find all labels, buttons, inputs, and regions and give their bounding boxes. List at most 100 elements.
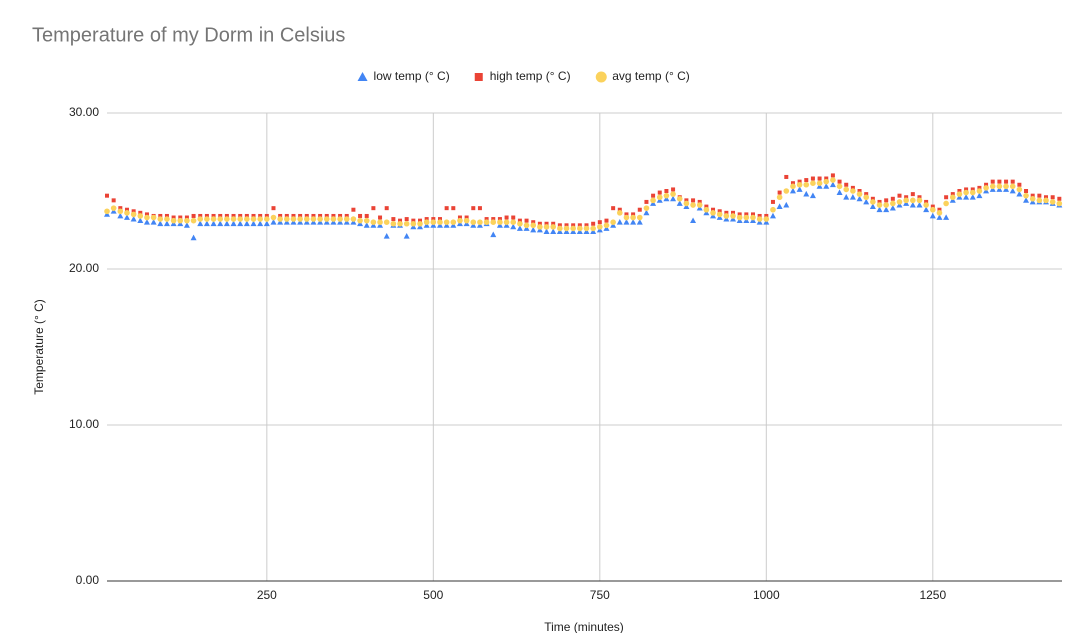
point <box>637 207 642 212</box>
point <box>631 212 636 217</box>
point <box>503 219 510 225</box>
point <box>198 213 203 218</box>
point <box>383 233 390 239</box>
point <box>483 219 490 225</box>
point <box>790 183 796 190</box>
point <box>877 199 882 204</box>
point <box>290 216 297 222</box>
point <box>138 210 143 215</box>
point <box>916 201 923 208</box>
point <box>676 200 683 206</box>
point <box>443 219 450 225</box>
point <box>937 207 942 212</box>
point <box>989 183 996 190</box>
point <box>423 219 430 225</box>
point <box>237 216 243 222</box>
point <box>110 205 117 211</box>
point <box>111 198 116 203</box>
point <box>983 185 989 191</box>
point <box>170 217 177 224</box>
point <box>829 181 836 188</box>
point <box>750 214 756 221</box>
point <box>358 213 363 218</box>
point <box>437 217 442 222</box>
point <box>230 216 237 222</box>
point <box>890 200 896 207</box>
point <box>876 206 883 213</box>
point <box>1016 186 1023 193</box>
point <box>543 224 550 230</box>
point <box>836 189 843 195</box>
point <box>510 223 517 230</box>
point <box>237 220 244 227</box>
point <box>150 219 157 225</box>
point <box>763 216 770 222</box>
point <box>976 188 983 194</box>
point <box>690 202 696 208</box>
point <box>157 220 164 227</box>
point <box>830 173 835 178</box>
point <box>904 195 909 200</box>
point <box>530 226 537 233</box>
point <box>430 219 437 225</box>
point <box>551 221 556 226</box>
point <box>517 220 523 227</box>
point <box>530 222 537 229</box>
point <box>923 206 930 213</box>
point <box>843 194 850 200</box>
point <box>969 194 976 200</box>
point <box>616 210 623 216</box>
point <box>636 219 643 225</box>
point <box>816 180 823 186</box>
point <box>163 220 170 227</box>
point <box>990 179 995 184</box>
point <box>737 212 742 217</box>
point <box>424 217 429 222</box>
point <box>930 204 935 209</box>
point <box>769 212 776 219</box>
point <box>104 208 110 215</box>
x-tick-label: 250 <box>257 588 277 602</box>
point <box>524 218 529 223</box>
legend-label: low temp (° C) <box>374 69 450 83</box>
point <box>411 218 416 223</box>
point <box>1009 187 1016 194</box>
point <box>264 213 269 218</box>
point <box>776 203 783 209</box>
point <box>144 212 149 217</box>
point <box>597 224 603 230</box>
point <box>210 216 217 222</box>
point <box>310 216 317 222</box>
point <box>223 220 230 227</box>
point <box>896 199 903 205</box>
point <box>257 216 263 222</box>
point <box>1037 193 1042 198</box>
point <box>118 206 123 211</box>
y-tick-label: 30.00 <box>69 105 99 119</box>
point <box>824 176 829 181</box>
point <box>997 179 1002 184</box>
point <box>809 192 816 199</box>
point <box>243 220 250 227</box>
point <box>164 213 169 218</box>
point <box>217 216 224 222</box>
point <box>297 216 303 222</box>
point <box>696 202 703 208</box>
chart-title: Temperature of my Dorm in Celsius <box>32 24 345 46</box>
point <box>630 219 637 225</box>
point <box>690 217 697 224</box>
point <box>783 188 790 194</box>
point <box>516 225 523 231</box>
point <box>810 176 815 181</box>
point <box>870 196 875 201</box>
point <box>936 210 943 216</box>
point <box>491 217 496 222</box>
point <box>836 183 843 190</box>
point <box>943 214 950 220</box>
point <box>823 183 830 189</box>
point <box>311 213 316 218</box>
point <box>131 209 136 214</box>
point <box>570 225 576 232</box>
point <box>418 218 423 223</box>
point <box>884 198 889 203</box>
